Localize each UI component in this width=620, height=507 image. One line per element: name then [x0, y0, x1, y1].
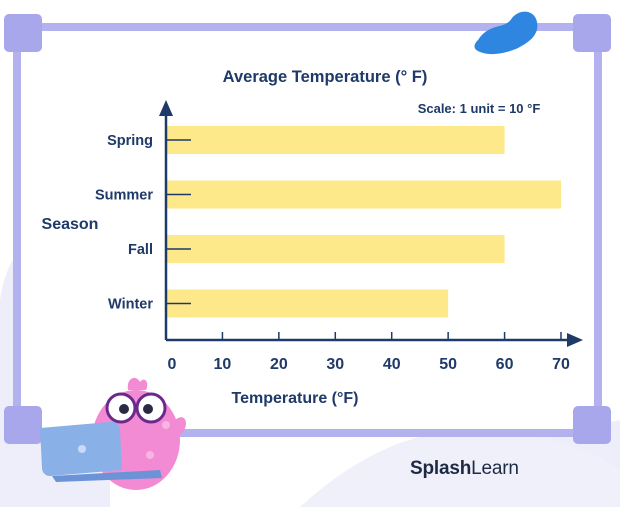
- corner-bl: [4, 406, 42, 444]
- category-label-spring: Spring: [107, 133, 153, 149]
- x-tick-label-60: 60: [496, 356, 514, 373]
- background-wave: [300, 430, 620, 507]
- brand-part-1: Splash: [410, 458, 472, 479]
- bars-group: [166, 126, 561, 318]
- chart-title: Average Temperature (° F): [223, 68, 428, 86]
- x-tick-label-70: 70: [552, 356, 570, 373]
- category-label-fall: Fall: [128, 242, 153, 258]
- corner-tl: [4, 14, 42, 52]
- x-tick-label-20: 20: [270, 356, 288, 373]
- labels-group: Spring Summer Fall Winter 0 10 20 30 40 50 60 70: [95, 133, 570, 373]
- scale-note: Scale: 1 unit = 10 °F: [418, 101, 541, 116]
- corner-tr: [573, 14, 611, 52]
- corner-br: [573, 406, 611, 444]
- x-tick-label-10: 10: [214, 356, 232, 373]
- bar-winter: [166, 289, 449, 318]
- x-tick-label-50: 50: [439, 356, 457, 373]
- x-axis-title: Temperature (°F): [231, 390, 358, 407]
- bar-spring: [166, 126, 505, 154]
- laptop-icon: [40, 421, 162, 482]
- y-axis-arrow-icon: [159, 100, 173, 116]
- x-tick-label-40: 40: [383, 356, 401, 373]
- x-tick-label-0: 0: [168, 356, 177, 373]
- category-label-summer: Summer: [95, 188, 153, 204]
- bar-summer: [166, 180, 561, 209]
- x-axis-arrow-icon: [567, 333, 583, 347]
- splashlearn-logo: SplashLearn: [410, 458, 519, 480]
- x-tick-label-30: 30: [326, 356, 344, 373]
- splash-blob-icon: [474, 11, 538, 55]
- y-axis-title: Season: [42, 216, 99, 233]
- category-label-winter: Winter: [108, 297, 153, 313]
- brand-part-2: Learn: [471, 458, 519, 479]
- bar-fall: [166, 235, 505, 263]
